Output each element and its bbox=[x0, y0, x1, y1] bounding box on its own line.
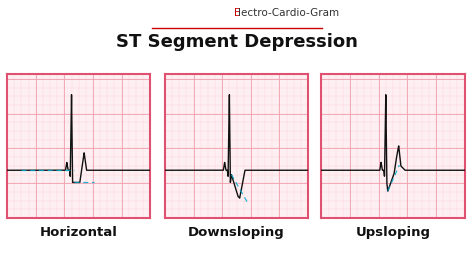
Text: ST Segment Depression: ST Segment Depression bbox=[116, 33, 358, 51]
Text: Upsloping: Upsloping bbox=[356, 226, 430, 239]
Text: Horizontal: Horizontal bbox=[40, 226, 118, 239]
Text: Downsloping: Downsloping bbox=[188, 226, 285, 239]
Text: lectro-Cardio-Gram: lectro-Cardio-Gram bbox=[238, 8, 339, 18]
Text: E: E bbox=[234, 8, 240, 18]
